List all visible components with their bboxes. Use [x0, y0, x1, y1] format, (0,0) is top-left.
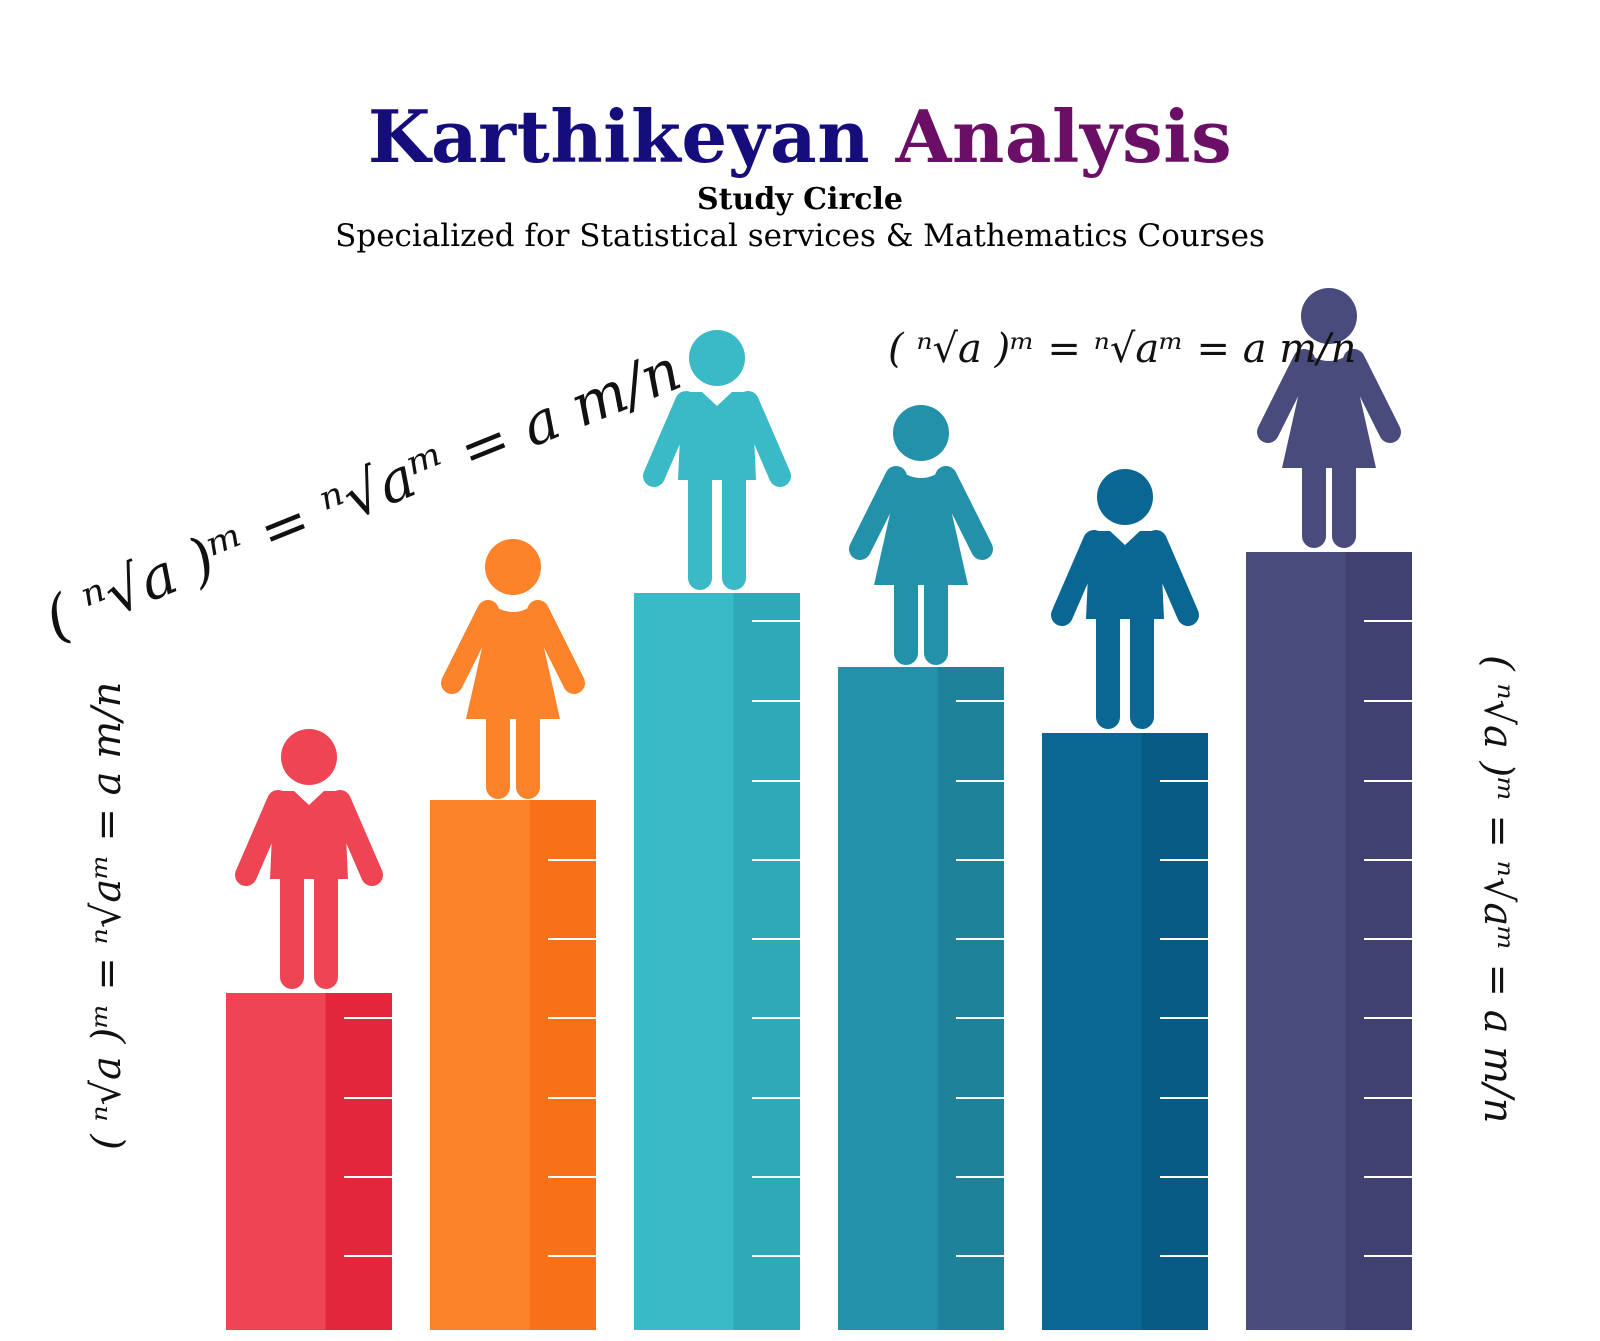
formula-upper-left: ( ⁿ√a )ᵐ = ⁿ√aᵐ = a m/n [35, 335, 690, 652]
person-head [485, 539, 541, 595]
tagline: Specialized for Statistical services & M… [335, 218, 1265, 254]
person-head [689, 330, 745, 386]
person-woman-icon [441, 539, 585, 799]
formula-text: ( ⁿ√a )ᵐ = ⁿ√aᵐ = a m/n [35, 335, 690, 652]
formula-text: ( ⁿ√a )ᵐ = ⁿ√aᵐ = a m/n [84, 682, 130, 1150]
person-man-icon [1051, 469, 1199, 729]
person-right-arm [329, 790, 383, 886]
person-head [1097, 469, 1153, 525]
person-left-arm [441, 600, 499, 694]
bar-1 [226, 993, 392, 1330]
bar-5 [1042, 733, 1208, 1330]
person-right-arm [737, 391, 791, 487]
person-head [281, 729, 337, 785]
person-left-arm [1051, 530, 1105, 626]
bar-shade [733, 593, 800, 1330]
person-left-arm [643, 391, 697, 487]
title-part-analysis: Analysis [895, 94, 1233, 179]
person-woman-icon [849, 405, 993, 665]
bar-shade [1141, 733, 1208, 1330]
formula-top-right: ( ⁿ√a )ᵐ = ⁿ√aᵐ = a m/n [888, 326, 1356, 372]
bar-shade [529, 800, 596, 1330]
bar-3 [634, 593, 800, 1330]
person-head [893, 405, 949, 461]
formula-right-vertical: ( ⁿ√a )ᵐ = ⁿ√aᵐ = a m/n [1475, 655, 1521, 1123]
bar-4 [838, 667, 1004, 1330]
person-collar [294, 791, 324, 805]
person-torso [270, 791, 348, 879]
person-left-arm [1257, 349, 1315, 443]
page-title: Karthikeyan Analysis [0, 92, 1600, 182]
person-left-arm [849, 466, 907, 560]
bar-shade [937, 667, 1004, 1330]
person-right-arm [527, 600, 585, 694]
person-torso [1086, 531, 1164, 619]
person-woman-icon [1257, 288, 1401, 548]
bar-6 [1246, 552, 1412, 1330]
person-left-arm [235, 790, 289, 886]
person-man-icon [235, 729, 383, 989]
bar-shade [325, 993, 392, 1330]
formula-left-vertical: ( ⁿ√a )ᵐ = ⁿ√aᵐ = a m/n [84, 682, 130, 1150]
formula-text: ( ⁿ√a )ᵐ = ⁿ√aᵐ = a m/n [1475, 655, 1521, 1123]
person-collar [1110, 531, 1140, 545]
person-collar [702, 392, 732, 406]
person-right-arm [1145, 530, 1199, 626]
person-torso [678, 392, 756, 480]
person-right-arm [1343, 349, 1401, 443]
person-man-icon [643, 330, 791, 590]
bar-2 [430, 800, 596, 1330]
subtitle: Study Circle [696, 182, 903, 217]
title-part-karthikeyan: Karthikeyan [367, 94, 871, 179]
person-head [1301, 288, 1357, 344]
formula-text: ( ⁿ√a )ᵐ = ⁿ√aᵐ = a m/n [888, 326, 1356, 372]
bar-shade [1345, 552, 1412, 1330]
person-right-arm [935, 466, 993, 560]
